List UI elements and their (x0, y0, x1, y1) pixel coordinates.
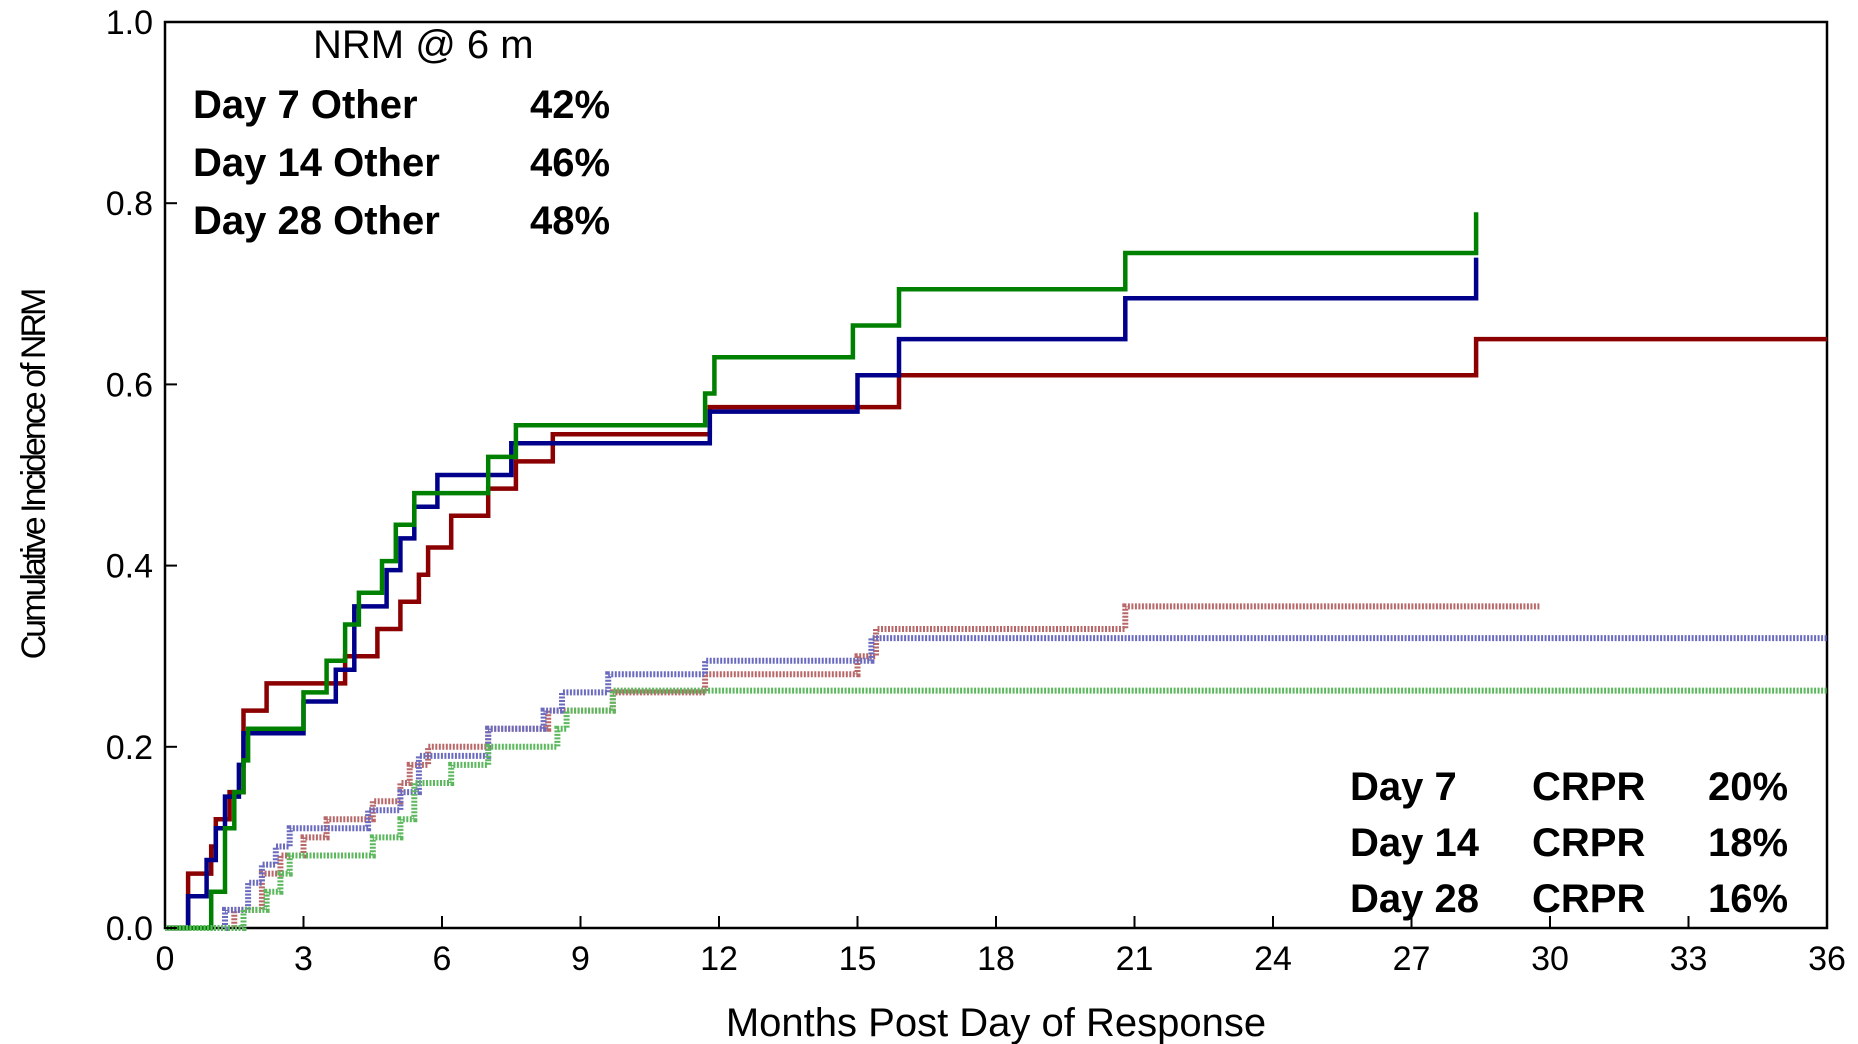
top-row-label: Day 14 Other (193, 141, 440, 185)
y-tick-label: 0.2 (106, 729, 153, 767)
x-tick-label: 18 (977, 940, 1015, 978)
top-row-label: Day 7 Other (193, 83, 418, 127)
bottom-row-day: Day 28 (1350, 877, 1479, 921)
bottom-annotation: Day 7 CRPR 20% Day 14 CRPR 18% Day 28 CR… (1350, 765, 1788, 921)
x-tick-label: 33 (1670, 940, 1708, 978)
y-tick-label: 0.8 (106, 185, 153, 223)
x-tick-label: 36 (1808, 940, 1846, 978)
x-tick-label: 21 (1116, 940, 1154, 978)
x-tick-label: 6 (433, 940, 452, 978)
y-tick-label: 1.0 (106, 4, 153, 42)
bottom-row-day: Day 14 (1350, 821, 1480, 865)
y-tick-label: 0.6 (106, 366, 153, 404)
top-annotation: NRM @ 6 m Day 7 Other 42% Day 14 Other 4… (193, 23, 610, 243)
bottom-row-value: 18% (1708, 821, 1788, 865)
x-tick-label: 15 (839, 940, 877, 978)
bottom-row-value: 16% (1708, 877, 1788, 921)
x-axis-title: Months Post Day of Response (726, 1001, 1266, 1044)
y-tick-label: 0.4 (106, 548, 153, 586)
x-tick-label: 24 (1254, 940, 1292, 978)
bottom-row-group: CRPR (1532, 765, 1645, 809)
y-tick-label: 0.0 (106, 910, 153, 948)
bottom-row-group: CRPR (1532, 821, 1645, 865)
top-row-label: Day 28 Other (193, 199, 440, 243)
top-row-value: 46% (530, 141, 610, 185)
x-tick-label: 9 (571, 940, 590, 978)
top-row-value: 42% (530, 83, 610, 127)
series-line-6 (165, 687, 1827, 931)
x-tick-label: 0 (156, 940, 175, 978)
x-tick-label: 27 (1393, 940, 1431, 978)
axes-layer: 0 3 6 9 12 15 18 21 24 27 30 33 360.00.20.40.60.81.0 (106, 4, 1846, 978)
x-tick-label: 12 (700, 940, 738, 978)
series-line-3 (165, 212, 1479, 931)
bottom-row-day: Day 7 (1350, 765, 1457, 809)
top-row-value: 48% (530, 199, 610, 243)
series-layer (165, 212, 1827, 931)
bottom-row-value: 20% (1708, 765, 1788, 809)
y-axis-title: Cumulative Incidence of NRM (15, 290, 53, 659)
x-tick-label: 3 (294, 940, 313, 978)
top-annotation-title: NRM @ 6 m (313, 23, 534, 67)
x-tick-label: 30 (1531, 940, 1569, 978)
series-line-2 (165, 257, 1479, 931)
bottom-row-group: CRPR (1532, 877, 1645, 921)
